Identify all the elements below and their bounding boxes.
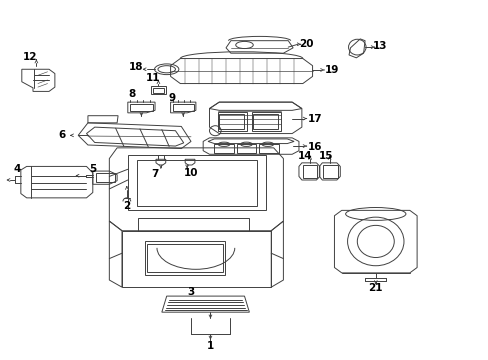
Text: 17: 17 xyxy=(307,113,322,123)
Bar xyxy=(259,144,278,153)
Bar xyxy=(127,155,266,210)
Bar xyxy=(251,112,281,131)
Bar xyxy=(147,244,222,272)
Text: 11: 11 xyxy=(145,73,160,83)
Bar xyxy=(302,165,317,178)
Text: 1: 1 xyxy=(206,341,214,351)
Text: 13: 13 xyxy=(372,41,386,51)
Text: 10: 10 xyxy=(183,168,198,178)
Text: 5: 5 xyxy=(89,164,96,174)
Bar xyxy=(253,114,277,129)
Text: 14: 14 xyxy=(297,151,312,161)
Text: 4: 4 xyxy=(13,164,20,174)
Text: 8: 8 xyxy=(128,89,135,99)
Bar xyxy=(151,86,165,94)
Bar xyxy=(214,144,233,153)
Bar xyxy=(144,241,224,275)
Text: 2: 2 xyxy=(123,201,130,211)
Bar xyxy=(129,104,153,111)
Text: 9: 9 xyxy=(169,93,176,103)
Bar xyxy=(219,114,243,129)
Bar xyxy=(217,112,246,131)
Text: 15: 15 xyxy=(318,151,333,161)
Bar xyxy=(323,165,337,178)
Text: 19: 19 xyxy=(324,65,339,75)
Text: 3: 3 xyxy=(187,287,194,297)
Bar xyxy=(153,88,163,93)
Bar xyxy=(96,173,115,182)
Text: 16: 16 xyxy=(307,142,322,152)
Text: 21: 21 xyxy=(368,283,382,293)
Text: 18: 18 xyxy=(129,63,143,72)
Bar xyxy=(172,104,194,111)
Text: 6: 6 xyxy=(59,130,66,140)
Text: 20: 20 xyxy=(299,39,313,49)
Bar xyxy=(236,144,256,153)
Text: 7: 7 xyxy=(151,168,158,179)
Bar xyxy=(136,160,257,206)
Text: 12: 12 xyxy=(23,52,38,62)
